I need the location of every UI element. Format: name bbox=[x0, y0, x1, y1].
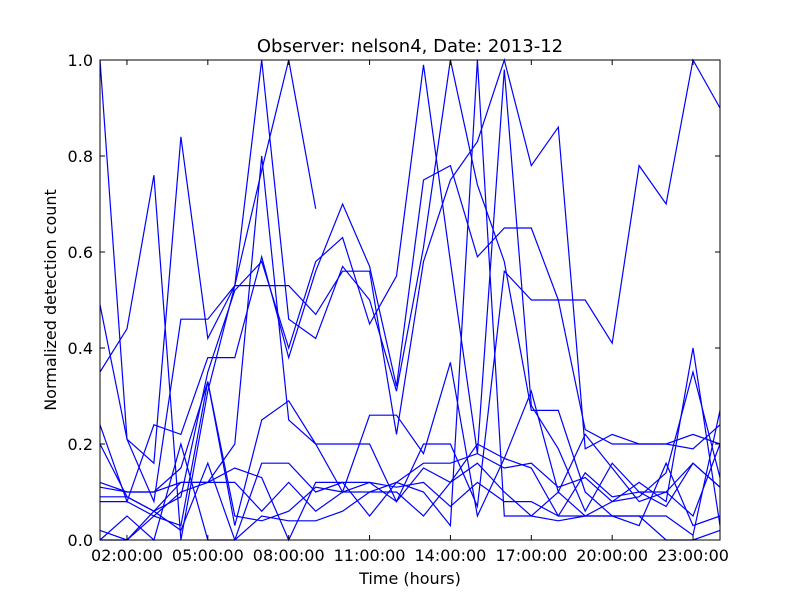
y-tick-label: 0.2 bbox=[68, 435, 93, 454]
series-line-10 bbox=[100, 369, 721, 542]
series-line-6 bbox=[99, 64, 721, 513]
y-tick-label: 0.6 bbox=[68, 243, 93, 262]
plot-frame bbox=[99, 59, 721, 541]
series-line-11 bbox=[100, 59, 721, 541]
plot-background bbox=[100, 60, 720, 540]
plot-area bbox=[99, 57, 721, 542]
y-axis: 0.0 0.2 0.4 0.6 0.8 1.0 bbox=[68, 51, 720, 550]
series-line-4 bbox=[99, 58, 721, 504]
y-tick-label: 0.0 bbox=[68, 531, 93, 550]
series-layer bbox=[99, 57, 721, 542]
x-tick-label: 08:00:00 bbox=[253, 546, 325, 565]
x-axis: 02:00:00 05:00:00 08:00:00 11:00:00 14:00:00… bbox=[91, 60, 729, 565]
y-axis-label: Normalized detection count bbox=[41, 189, 60, 411]
x-tick-label: 23:00:00 bbox=[657, 546, 729, 565]
x-axis-label: Time (hours) bbox=[358, 569, 461, 588]
series-line-12 bbox=[99, 461, 721, 527]
series-line-1 bbox=[99, 59, 317, 541]
y-tick-label: 1.0 bbox=[68, 51, 93, 70]
x-tick-label: 17:00:00 bbox=[495, 546, 567, 565]
y-tick-label: 0.4 bbox=[68, 339, 93, 358]
x-tick-label: 11:00:00 bbox=[334, 546, 406, 565]
y-tick-label: 0.8 bbox=[68, 147, 93, 166]
x-tick-label: 14:00:00 bbox=[415, 546, 487, 565]
x-tick-label: 02:00:00 bbox=[91, 546, 163, 565]
series-line-3 bbox=[99, 57, 721, 504]
chart-title: Observer: nelson4, Date: 2013-12 bbox=[257, 36, 563, 57]
x-tick-label: 05:00:00 bbox=[172, 546, 244, 565]
series-line-8 bbox=[99, 389, 721, 542]
x-tick-label: 20:00:00 bbox=[576, 546, 648, 565]
